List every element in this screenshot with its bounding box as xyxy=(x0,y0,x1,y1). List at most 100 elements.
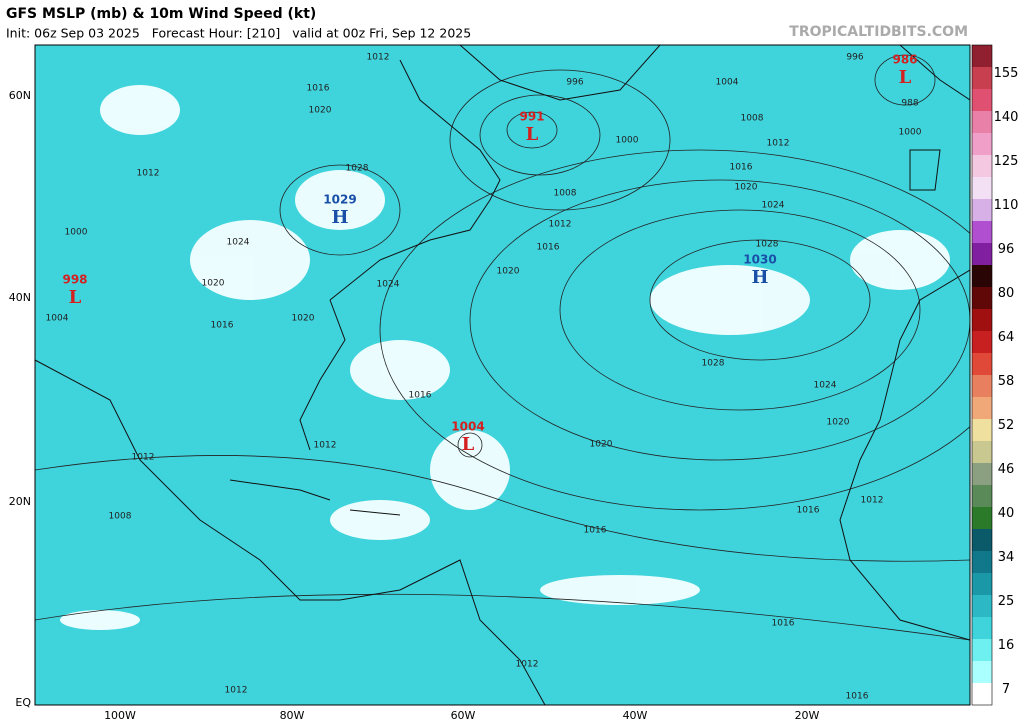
colorbar-segment xyxy=(972,353,992,375)
colorbar-label: 64 xyxy=(998,330,1015,345)
colorbar-segment xyxy=(972,683,992,705)
colorbar-segment xyxy=(972,639,992,661)
colorbar-segment xyxy=(972,243,992,265)
title: GFS MSLP (mb) & 10m Wind Speed (kt) xyxy=(6,6,316,22)
isobar-label: 1008 xyxy=(741,114,764,124)
pressure-symbol: L xyxy=(462,434,475,455)
isobar-label: 1020 xyxy=(735,183,758,193)
colorbar-segment xyxy=(972,111,992,133)
isobar-label: 1012 xyxy=(132,453,155,463)
colorbar-segment xyxy=(972,287,992,309)
pressure-symbol: H xyxy=(331,207,348,228)
isobar-label: 1028 xyxy=(346,164,369,174)
wind-field xyxy=(35,45,970,705)
isobar-label: 996 xyxy=(846,53,863,63)
isobar-label: 1012 xyxy=(137,169,160,179)
colorbar-segment xyxy=(972,617,992,639)
isobar-label: 1000 xyxy=(616,136,639,146)
colorbar-segment xyxy=(972,529,992,551)
isobar-label: 1012 xyxy=(861,496,884,506)
colorbar-segment xyxy=(972,177,992,199)
colorbar-segment xyxy=(972,45,992,67)
colorbar-segment xyxy=(972,67,992,89)
watermark: TROPICALTIDBITS.COM xyxy=(789,24,968,40)
isobar-label: 1012 xyxy=(549,220,572,230)
isobar-label: 1000 xyxy=(65,228,88,238)
coastlines xyxy=(35,45,970,705)
latitude-label: EQ xyxy=(15,696,31,709)
colorbar-segment xyxy=(972,331,992,353)
isobar-label: 1020 xyxy=(202,279,225,289)
pressure-symbol: L xyxy=(899,67,912,88)
calm-areas xyxy=(60,85,950,630)
isobar-label: 1008 xyxy=(554,189,577,199)
isobar-label: 1012 xyxy=(516,660,539,670)
colorbar-segment xyxy=(972,221,992,243)
isobar-label: 1012 xyxy=(367,53,390,63)
colorbar-segment xyxy=(972,573,992,595)
colorbar-segment xyxy=(972,375,992,397)
longitude-label: 100W xyxy=(104,709,136,722)
colorbar: 7 16 25 34 40 46 52 58 64 80 96 110 125 140 155 xyxy=(971,44,1019,706)
longitude-label: 80W xyxy=(280,709,305,722)
isobar-label: 1016 xyxy=(730,163,753,173)
colorbar-segment xyxy=(972,155,992,177)
isobar-label: 1016 xyxy=(797,506,820,516)
pressure-value: 1029 xyxy=(323,193,356,207)
isobar-label: 1028 xyxy=(756,240,779,250)
isobar-label: 1016 xyxy=(537,243,560,253)
pressure-symbol: L xyxy=(69,287,82,308)
colorbar-label: 7 xyxy=(1002,682,1010,697)
isobar-label: 1020 xyxy=(292,314,315,324)
colorbar-segment xyxy=(972,485,992,507)
colorbar-label: 110 xyxy=(994,198,1019,213)
isobar-label: 1012 xyxy=(767,139,790,149)
colorbar-segment xyxy=(972,419,992,441)
pressure-value: 1004 xyxy=(451,420,484,434)
isobar-label: 1024 xyxy=(814,381,837,391)
isobar-label: 1020 xyxy=(827,418,850,428)
longitude-label: 40W xyxy=(623,709,648,722)
isobar-label: 1024 xyxy=(762,201,785,211)
colorbar-label: 125 xyxy=(994,154,1019,169)
pressure-value: 986 xyxy=(892,53,917,67)
latitude-label: 20N xyxy=(9,495,31,508)
colorbar-segment xyxy=(972,551,992,573)
pressure-value: 998 xyxy=(62,273,87,287)
isobar-label: 1008 xyxy=(109,512,132,522)
colorbar-segment xyxy=(972,89,992,111)
colorbar-segment xyxy=(972,507,992,529)
isobar-label: 1016 xyxy=(846,692,869,702)
isobar-label: 988 xyxy=(901,99,918,109)
isobar-label: 1000 xyxy=(899,128,922,138)
colorbar-label: 96 xyxy=(998,242,1015,257)
colorbar-label: 155 xyxy=(994,66,1019,81)
isobar-label: 1016 xyxy=(584,526,607,536)
colorbar-label: 140 xyxy=(994,110,1019,125)
map-frame xyxy=(34,44,971,706)
isobar-label: 1016 xyxy=(211,321,234,331)
colorbar-segment xyxy=(972,595,992,617)
colorbar-frame xyxy=(971,44,993,706)
pressure-symbol: L xyxy=(526,124,539,145)
colorbar-label: 46 xyxy=(998,462,1015,477)
latitude-label: 40N xyxy=(9,291,31,304)
isobar-label: 1024 xyxy=(377,280,400,290)
isobar-label: 996 xyxy=(566,78,583,88)
pressure-value: 1030 xyxy=(743,253,776,267)
isobar-label: 1012 xyxy=(314,441,337,451)
isobar-label: 1004 xyxy=(46,314,69,324)
colorbar-segment xyxy=(972,397,992,419)
isobar-label: 1020 xyxy=(497,267,520,277)
colorbar-label: 16 xyxy=(998,638,1015,653)
colorbar-label: 34 xyxy=(998,550,1015,565)
colorbar-label: 25 xyxy=(998,594,1015,609)
longitude-label: 20W xyxy=(795,709,820,722)
colorbar-segment xyxy=(972,265,992,287)
isobars xyxy=(35,54,970,641)
isobar-label: 1016 xyxy=(772,619,795,629)
isobar-label: 1020 xyxy=(309,106,332,116)
colorbar-label: 40 xyxy=(998,506,1015,521)
colorbar-segment xyxy=(972,661,992,683)
